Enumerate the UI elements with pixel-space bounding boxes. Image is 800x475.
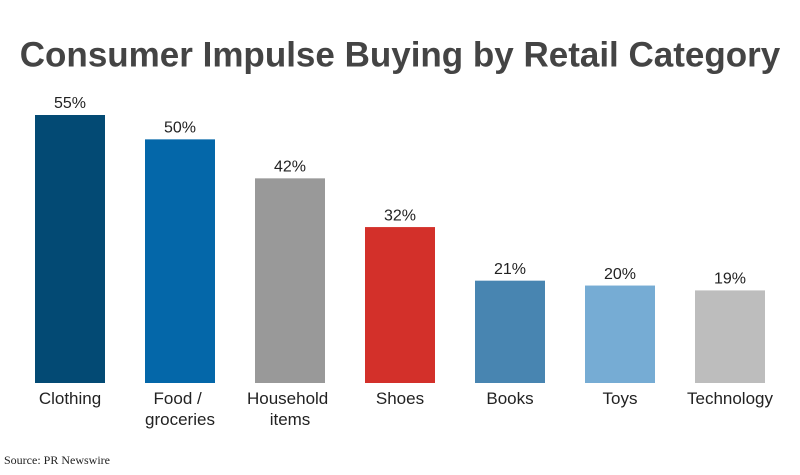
value-label: 42%	[274, 159, 306, 176]
x-tick-label: Technology	[687, 389, 774, 408]
value-label: 32%	[384, 207, 416, 224]
bar	[365, 227, 435, 383]
value-label: 55%	[54, 95, 86, 112]
x-tick-label: Toys	[603, 389, 638, 408]
x-tick-label: Household items	[247, 389, 333, 429]
value-label: 19%	[714, 271, 746, 288]
value-label: 50%	[164, 120, 196, 137]
bar	[35, 115, 105, 383]
bar	[585, 285, 655, 383]
source: Source: PR Newswire	[4, 453, 110, 467]
value-label: 20%	[604, 266, 636, 283]
x-tick-label: Books	[486, 389, 533, 408]
bar	[475, 280, 545, 383]
x-tick-label: Clothing	[39, 389, 101, 408]
bar	[145, 139, 215, 383]
bar	[695, 290, 765, 383]
x-tick-label: Food / groceries	[145, 389, 215, 429]
chart-title: Consumer Impulse Buying by Retail Catego…	[20, 35, 781, 74]
bar	[255, 178, 325, 383]
x-tick-label: Shoes	[376, 389, 424, 408]
value-label: 21%	[494, 261, 526, 278]
